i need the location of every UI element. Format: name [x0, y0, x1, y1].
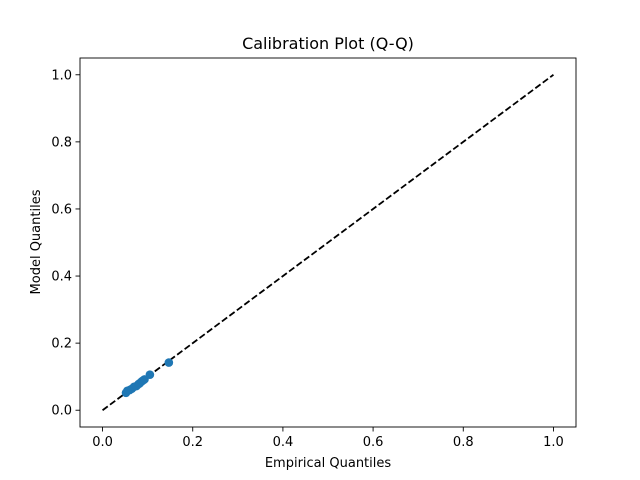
x-tick-label: 1.0	[543, 435, 564, 450]
x-tick-label: 0.4	[273, 435, 294, 450]
x-axis-label: Empirical Quantiles	[265, 456, 392, 471]
x-tick-label: 0.2	[182, 435, 203, 450]
y-tick-label: 0.6	[51, 202, 72, 217]
y-tick-label: 0.8	[51, 135, 72, 150]
x-tick-label: 0.0	[92, 435, 113, 450]
axes-frame	[79, 57, 577, 428]
reference-diagonal-line	[102, 74, 554, 411]
scatter-point	[164, 358, 174, 367]
y-axis-label: Model Quantiles	[29, 189, 44, 294]
plot-area: 0.0 0.2 0.4 0.6 0.8 1.0 0.0 0.2 0.4 0.6 0.8 1.0	[51, 57, 577, 450]
x-tick-label: 0.8	[453, 435, 474, 450]
chart-title: Calibration Plot (Q-Q)	[242, 34, 414, 53]
y-tick-label: 1.0	[51, 68, 72, 83]
x-tick-label: 0.6	[363, 435, 384, 450]
scatter-point	[145, 370, 155, 379]
y-tick-label: 0.4	[51, 270, 72, 285]
y-tick-label: 0.0	[51, 404, 72, 419]
y-tick-label: 0.2	[51, 337, 72, 352]
